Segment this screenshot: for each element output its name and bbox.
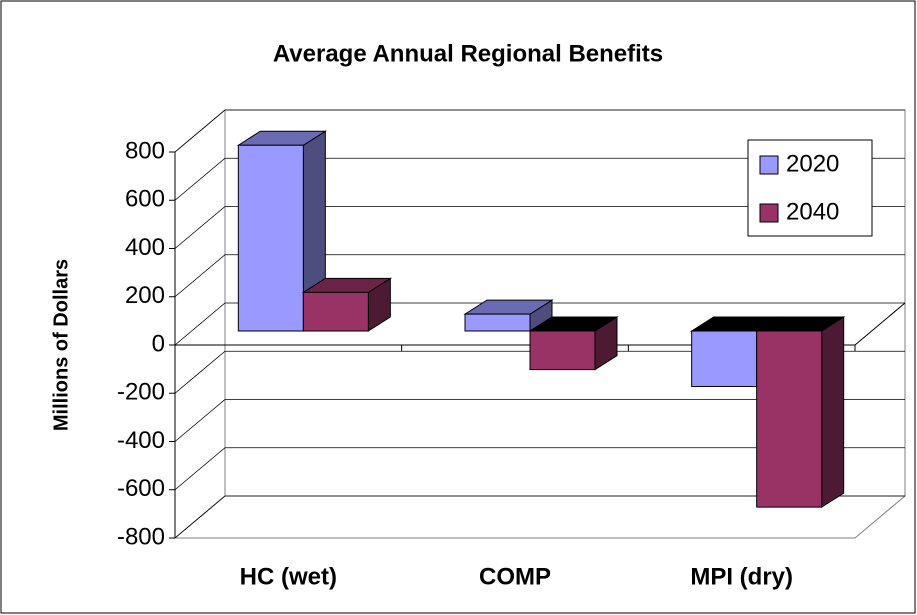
grid-line <box>174 399 905 442</box>
grid-line <box>174 302 905 346</box>
legend-label: 2040 <box>786 198 839 225</box>
y-tick-label: -400 <box>117 427 165 454</box>
grid-line <box>174 109 905 153</box>
bar <box>691 330 758 387</box>
y-tick-label: 800 <box>125 137 165 164</box>
grid-line <box>174 350 905 394</box>
bar <box>529 330 596 371</box>
bar <box>237 144 304 332</box>
y-tick-label: 400 <box>125 234 165 261</box>
grid-line <box>174 495 905 539</box>
grid-line <box>174 157 905 201</box>
y-axis-title: Millions of Dollars <box>50 259 72 431</box>
y-tick-label: -600 <box>117 475 165 502</box>
legend-swatch <box>759 203 779 223</box>
y-tick-label: 600 <box>125 186 165 213</box>
y-tick-label: 0 <box>152 330 165 357</box>
y-tick-label: 200 <box>125 282 165 309</box>
legend-label: 2020 <box>786 150 839 177</box>
chart-title: Average Annual Regional Benefits <box>273 40 663 67</box>
y-tick-label: -800 <box>117 523 165 550</box>
x-tick-label: MPI (dry) <box>690 563 793 590</box>
bar <box>464 313 531 332</box>
bar-side <box>821 316 845 509</box>
legend-swatch <box>759 155 779 175</box>
x-tick-label: HC (wet) <box>240 563 337 590</box>
zero-plane <box>854 302 906 346</box>
bar <box>302 291 369 332</box>
grid-line <box>174 254 905 298</box>
grid-line <box>174 206 905 249</box>
grid-line <box>174 447 905 491</box>
bar <box>756 330 823 508</box>
x-tick-label: COMP <box>479 563 551 590</box>
y-tick-label: -200 <box>117 379 165 406</box>
